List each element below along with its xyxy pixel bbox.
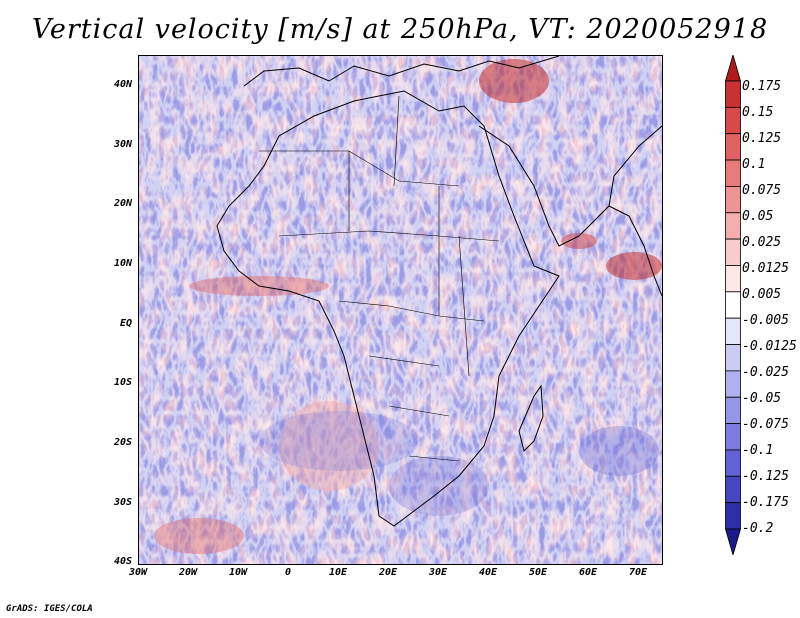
credit-text: GrADS: IGES/COLA <box>6 604 93 614</box>
colorbar-label: -0.075 <box>742 417 789 432</box>
lon-label-0: 0 <box>284 567 292 578</box>
colorbar-swatch <box>725 133 741 161</box>
colorbar-bottom-arrow <box>725 528 741 555</box>
lat-label-30n: 30N <box>113 139 132 150</box>
colorbar-label: -0.05 <box>742 391 782 406</box>
country-borders <box>259 95 500 462</box>
colorbar-label: -0.2 <box>742 521 774 536</box>
colorbar-label: -0.125 <box>742 469 789 484</box>
africa-coastline <box>216 90 560 527</box>
lon-label-40e: 40E <box>478 567 498 578</box>
map-panel <box>138 55 663 565</box>
velocity-field <box>139 56 662 564</box>
lon-label-20e: 20E <box>378 567 398 578</box>
colorbar-label: 0.025 <box>742 235 782 250</box>
lon-label-60e: 60E <box>578 567 598 578</box>
colorbar-label: 0.05 <box>742 209 774 224</box>
lat-label-30s: 30S <box>113 497 132 508</box>
india-coastline <box>608 205 662 297</box>
colorbar-swatch <box>725 186 741 214</box>
colorbar-swatch <box>725 238 741 266</box>
colorbar-swatch <box>725 502 741 530</box>
colorbar-swatch <box>725 106 741 135</box>
colorbar-label: 0.005 <box>742 287 782 302</box>
lon-label-20w: 20W <box>178 567 198 578</box>
colorbar-swatch <box>725 265 741 293</box>
lat-label-20s: 20S <box>113 437 132 448</box>
lon-label-50e: 50E <box>528 567 548 578</box>
colorbar-swatch <box>725 344 741 372</box>
europe-coastline <box>243 56 560 87</box>
lat-label-10n: 10N <box>113 258 132 269</box>
colorbar-swatch <box>725 475 741 504</box>
colorbar-swatch <box>725 212 741 240</box>
lat-label-10s: 10S <box>113 377 132 388</box>
lon-label-10e: 10E <box>328 567 348 578</box>
colorbar-swatch <box>725 317 741 345</box>
lat-label-40n: 40N <box>113 79 132 90</box>
lat-label-20n: 20N <box>113 198 132 209</box>
colorbar-label: -0.1 <box>742 443 774 458</box>
colorbar-label: 0.175 <box>742 79 782 94</box>
colorbar-label: -0.175 <box>742 495 789 510</box>
colorbar-swatch <box>725 291 741 319</box>
colorbar-swatch <box>725 370 741 398</box>
colorbar-swatch <box>725 159 741 187</box>
lon-label-30w: 30W <box>128 567 148 578</box>
lon-label-30e: 30E <box>428 567 448 578</box>
chart-title: Vertical velocity [m/s] at 250hPa, VT: 2… <box>31 14 769 45</box>
colorbar-swatch <box>725 80 741 108</box>
colorbar-swatch <box>725 423 741 451</box>
colorbar-label: 0.15 <box>742 105 774 120</box>
colorbar-label: -0.005 <box>742 313 789 328</box>
colorbar-label: 0.125 <box>742 131 782 146</box>
colorbar-top-arrow <box>725 55 741 82</box>
colorbar-swatch <box>725 449 741 477</box>
colorbar-label: 0.0125 <box>742 261 789 276</box>
colorbar-label: 0.075 <box>742 183 782 198</box>
lat-label-40s: 40S <box>113 556 132 567</box>
madagascar-coastline <box>518 384 544 452</box>
colorbar-label: -0.025 <box>742 365 789 380</box>
colorbar-label: 0.1 <box>742 157 766 172</box>
colorbar-swatch <box>725 396 741 424</box>
lon-label-70e: 70E <box>628 567 648 578</box>
colorbar <box>725 55 741 555</box>
lat-label-eq: EQ <box>119 318 132 329</box>
arabia-coastline <box>478 125 662 247</box>
lon-label-10w: 10W <box>228 567 248 578</box>
colorbar-label: -0.0125 <box>742 339 797 354</box>
